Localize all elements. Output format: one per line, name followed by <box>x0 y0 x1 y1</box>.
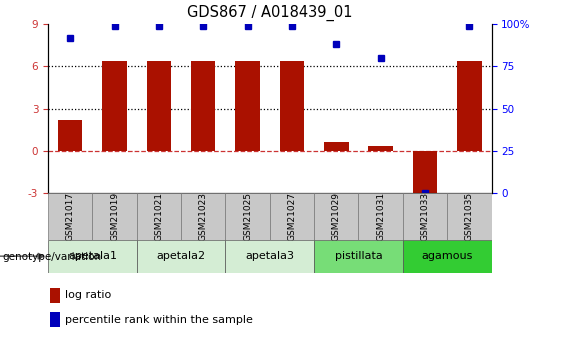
Bar <box>225 193 270 240</box>
Bar <box>191 61 215 151</box>
Text: GSM21023: GSM21023 <box>199 192 208 241</box>
Bar <box>93 193 137 240</box>
Bar <box>270 193 314 240</box>
Bar <box>48 240 137 273</box>
Bar <box>314 193 358 240</box>
Text: GSM21029: GSM21029 <box>332 192 341 241</box>
Bar <box>236 61 260 151</box>
Bar <box>137 240 225 273</box>
Bar <box>280 61 304 151</box>
Text: agamous: agamous <box>421 251 473 261</box>
Bar <box>368 146 393 151</box>
Text: pistillata: pistillata <box>334 251 383 261</box>
Text: GSM21019: GSM21019 <box>110 192 119 241</box>
Bar <box>137 193 181 240</box>
Bar <box>50 312 60 327</box>
Text: GSM21031: GSM21031 <box>376 192 385 241</box>
Text: GSM21017: GSM21017 <box>66 192 75 241</box>
Text: GSM21021: GSM21021 <box>154 192 163 241</box>
Bar <box>447 193 492 240</box>
Bar <box>413 151 437 195</box>
Bar <box>48 193 93 240</box>
Bar <box>314 240 403 273</box>
Title: GDS867 / A018439_01: GDS867 / A018439_01 <box>187 5 353 21</box>
Text: apetala3: apetala3 <box>245 251 294 261</box>
Text: genotype/variation: genotype/variation <box>3 252 102 262</box>
Text: GSM21035: GSM21035 <box>465 192 474 241</box>
Text: GSM21033: GSM21033 <box>420 192 429 241</box>
Bar <box>50 288 60 303</box>
Bar <box>102 61 127 151</box>
Text: GSM21025: GSM21025 <box>243 192 252 241</box>
Bar <box>403 193 447 240</box>
Bar <box>147 61 171 151</box>
Bar <box>358 193 403 240</box>
Bar <box>225 240 314 273</box>
Bar <box>403 240 492 273</box>
Text: GSM21027: GSM21027 <box>288 192 297 241</box>
Text: apetala1: apetala1 <box>68 251 117 261</box>
Text: apetala2: apetala2 <box>157 251 206 261</box>
Bar <box>457 61 481 151</box>
Text: log ratio: log ratio <box>65 290 111 300</box>
Bar <box>324 142 349 151</box>
Bar <box>181 193 225 240</box>
Bar <box>58 120 82 151</box>
Text: percentile rank within the sample: percentile rank within the sample <box>65 315 253 325</box>
